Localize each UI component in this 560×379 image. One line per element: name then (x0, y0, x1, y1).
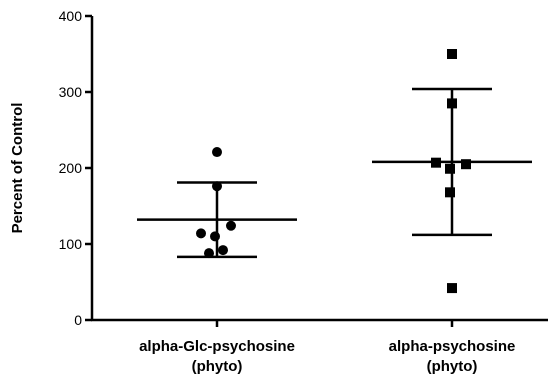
y-axis: 0 100 200 300 400 (59, 8, 94, 328)
data-point (204, 248, 214, 259)
data-point (461, 159, 471, 170)
x-tick-label: alpha-Glc-psychosine (139, 338, 295, 355)
data-point (196, 228, 206, 239)
data-point (431, 157, 441, 168)
x-axis (91, 318, 548, 327)
x-tick-label: (phyto) (192, 358, 243, 375)
data-point (447, 283, 457, 294)
y-tick-label: 0 (74, 312, 82, 328)
data-point (212, 181, 222, 192)
data-point (226, 220, 236, 231)
y-tick-label: 300 (59, 84, 83, 100)
y-tick-label: 400 (59, 8, 83, 24)
y-axis-title: Percent of Control (9, 103, 26, 234)
data-point (212, 147, 222, 158)
series-group (372, 49, 532, 294)
data-point (445, 163, 455, 174)
series-group (137, 147, 297, 259)
x-tick-label: alpha-psychosine (389, 338, 516, 355)
data-point (218, 245, 228, 256)
data-point (447, 49, 457, 59)
series-layer (137, 49, 532, 294)
x-tick-label: (phyto) (427, 358, 478, 375)
data-point (445, 187, 455, 198)
data-point (447, 98, 457, 109)
data-point (210, 231, 220, 242)
y-tick-label: 200 (59, 160, 83, 176)
y-tick-label: 100 (59, 236, 83, 252)
category-labels: alpha-Glc-psychosine (phyto) alpha-psychos… (139, 338, 515, 375)
